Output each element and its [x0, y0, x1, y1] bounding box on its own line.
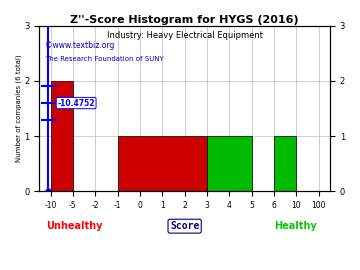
Text: Industry: Heavy Electrical Equipment: Industry: Heavy Electrical Equipment — [107, 31, 263, 40]
Bar — [207, 136, 252, 191]
Bar — [50, 81, 73, 191]
Text: Healthy: Healthy — [274, 221, 316, 231]
Text: Score: Score — [170, 221, 199, 231]
Bar — [118, 136, 207, 191]
Text: The Research Foundation of SUNY: The Research Foundation of SUNY — [45, 56, 164, 62]
Y-axis label: Number of companies (6 total): Number of companies (6 total) — [15, 55, 22, 162]
Text: -10.4752: -10.4752 — [57, 99, 95, 107]
Bar — [274, 136, 296, 191]
Title: Z''-Score Histogram for HYGS (2016): Z''-Score Histogram for HYGS (2016) — [70, 15, 299, 25]
Text: Unhealthy: Unhealthy — [46, 221, 103, 231]
Text: ©www.textbiz.org: ©www.textbiz.org — [45, 41, 114, 50]
